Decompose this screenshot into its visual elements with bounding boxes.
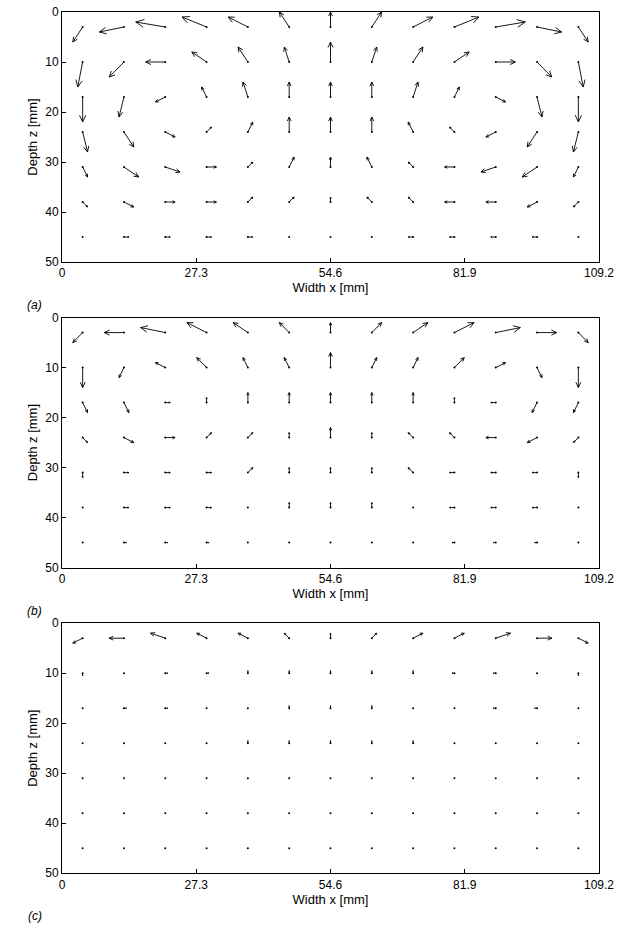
svg-text:27.3: 27.3 — [185, 266, 209, 280]
svg-text:0: 0 — [59, 572, 66, 586]
svg-text:Width x [mm]: Width x [mm] — [293, 586, 369, 601]
svg-text:30: 30 — [45, 155, 59, 169]
svg-text:0: 0 — [52, 616, 59, 630]
svg-text:40: 40 — [45, 511, 59, 525]
svg-text:20: 20 — [45, 716, 59, 730]
svg-text:27.3: 27.3 — [185, 572, 209, 586]
svg-text:Depth z [mm]: Depth z [mm] — [25, 710, 40, 787]
svg-text:0: 0 — [52, 5, 59, 19]
svg-text:10: 10 — [45, 55, 59, 69]
svg-text:109.2: 109.2 — [584, 878, 614, 892]
svg-text:109.2: 109.2 — [584, 572, 614, 586]
svg-text:10: 10 — [45, 361, 59, 375]
svg-text:40: 40 — [45, 816, 59, 830]
svg-text:81.9: 81.9 — [453, 572, 477, 586]
svg-text:0: 0 — [59, 266, 66, 280]
svg-text:81.9: 81.9 — [453, 266, 477, 280]
svg-text:40: 40 — [45, 205, 59, 219]
svg-text:50: 50 — [45, 255, 59, 269]
svg-text:54.6: 54.6 — [319, 878, 343, 892]
svg-text:30: 30 — [45, 461, 59, 475]
svg-text:27.3: 27.3 — [185, 878, 209, 892]
svg-text:(b): (b) — [27, 604, 42, 618]
svg-text:20: 20 — [45, 411, 59, 425]
svg-text:109.2: 109.2 — [584, 266, 614, 280]
svg-text:0: 0 — [52, 311, 59, 325]
svg-text:(c): (c) — [28, 909, 42, 923]
svg-text:Depth z [mm]: Depth z [mm] — [25, 98, 40, 175]
svg-text:54.6: 54.6 — [319, 266, 343, 280]
svg-text:Width x [mm]: Width x [mm] — [293, 892, 369, 907]
svg-text:30: 30 — [45, 766, 59, 780]
svg-text:54.6: 54.6 — [319, 572, 343, 586]
svg-text:50: 50 — [45, 561, 59, 575]
svg-text:50: 50 — [45, 866, 59, 880]
svg-text:(a): (a) — [27, 298, 42, 312]
svg-text:20: 20 — [45, 105, 59, 119]
svg-text:Width x [mm]: Width x [mm] — [293, 280, 369, 295]
svg-text:0: 0 — [59, 878, 66, 892]
svg-text:10: 10 — [45, 666, 59, 680]
svg-text:81.9: 81.9 — [453, 878, 477, 892]
svg-text:Depth z [mm]: Depth z [mm] — [25, 404, 40, 481]
